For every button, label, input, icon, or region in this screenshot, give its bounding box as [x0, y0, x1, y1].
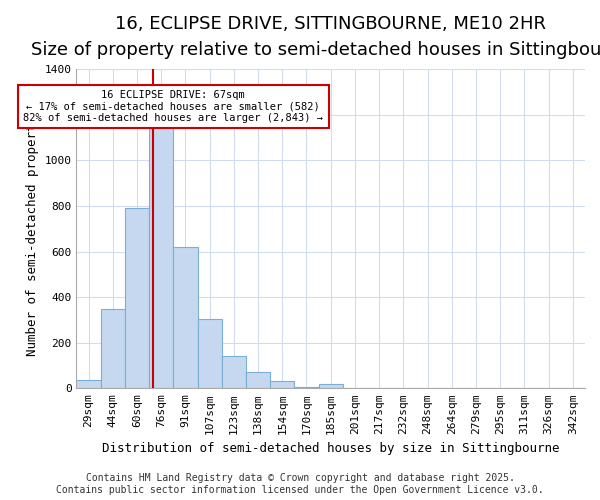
Bar: [125, 208, 149, 388]
Bar: [222, 356, 246, 388]
Text: 16 ECLIPSE DRIVE: 67sqm
← 17% of semi-detached houses are smaller (582)
82% of s: 16 ECLIPSE DRIVE: 67sqm ← 17% of semi-de…: [23, 90, 323, 123]
Bar: [246, 372, 270, 388]
Title: 16, ECLIPSE DRIVE, SITTINGBOURNE, ME10 2HR
Size of property relative to semi-det: 16, ECLIPSE DRIVE, SITTINGBOURNE, ME10 2…: [31, 15, 600, 60]
Bar: [76, 380, 101, 388]
Text: Contains HM Land Registry data © Crown copyright and database right 2025.
Contai: Contains HM Land Registry data © Crown c…: [56, 474, 544, 495]
Y-axis label: Number of semi-detached properties: Number of semi-detached properties: [26, 102, 39, 356]
X-axis label: Distribution of semi-detached houses by size in Sittingbourne: Distribution of semi-detached houses by …: [102, 442, 559, 455]
Bar: [295, 387, 319, 388]
Bar: [149, 126, 173, 388]
Bar: [173, 247, 197, 388]
Bar: [270, 382, 295, 388]
Bar: [319, 384, 343, 388]
Bar: [197, 319, 222, 388]
Bar: [101, 308, 125, 388]
